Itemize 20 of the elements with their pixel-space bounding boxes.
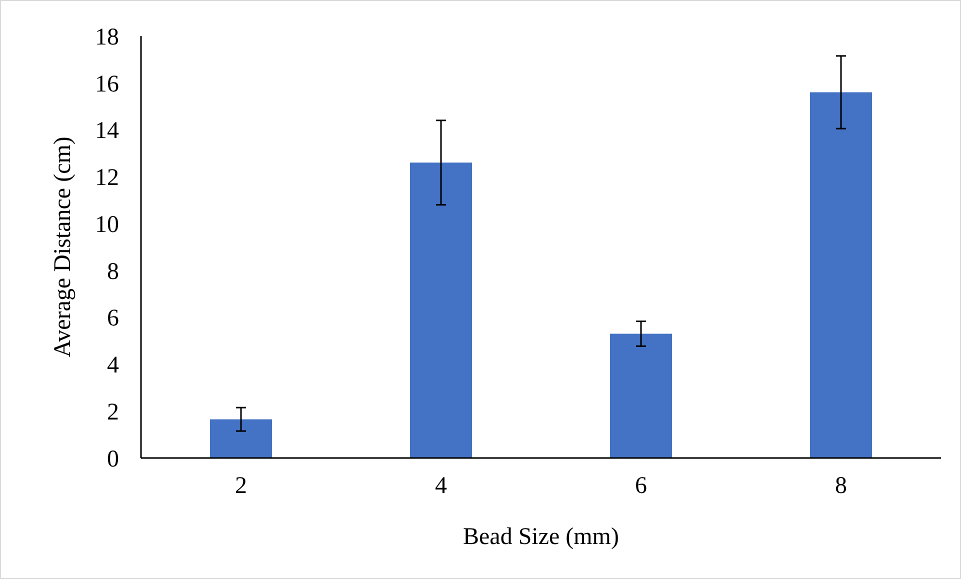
- y-tick-label: 4: [107, 352, 119, 379]
- y-axis-title: Average Distance (cm): [50, 136, 76, 358]
- y-tick-label: 8: [107, 258, 119, 285]
- bar: [610, 334, 672, 458]
- bar: [810, 92, 872, 458]
- x-tick-label: 2: [235, 473, 247, 499]
- y-tick-label: 0: [107, 446, 119, 472]
- x-axis-title: Bead Size (mm): [463, 524, 619, 550]
- bar: [210, 419, 272, 458]
- x-tick-label: 8: [835, 473, 847, 499]
- y-tick-label: 16: [95, 71, 119, 98]
- y-tick-label: 14: [95, 118, 119, 144]
- x-tick-label: 4: [435, 473, 447, 499]
- y-tick-label: 18: [95, 24, 119, 50]
- y-tick-label: 12: [95, 165, 119, 192]
- y-tick-label: 10: [95, 212, 119, 238]
- y-tick-label: 2: [107, 400, 119, 426]
- y-tick-label: 6: [107, 306, 119, 332]
- bar: [410, 162, 472, 458]
- x-tick-label: 6: [635, 473, 647, 499]
